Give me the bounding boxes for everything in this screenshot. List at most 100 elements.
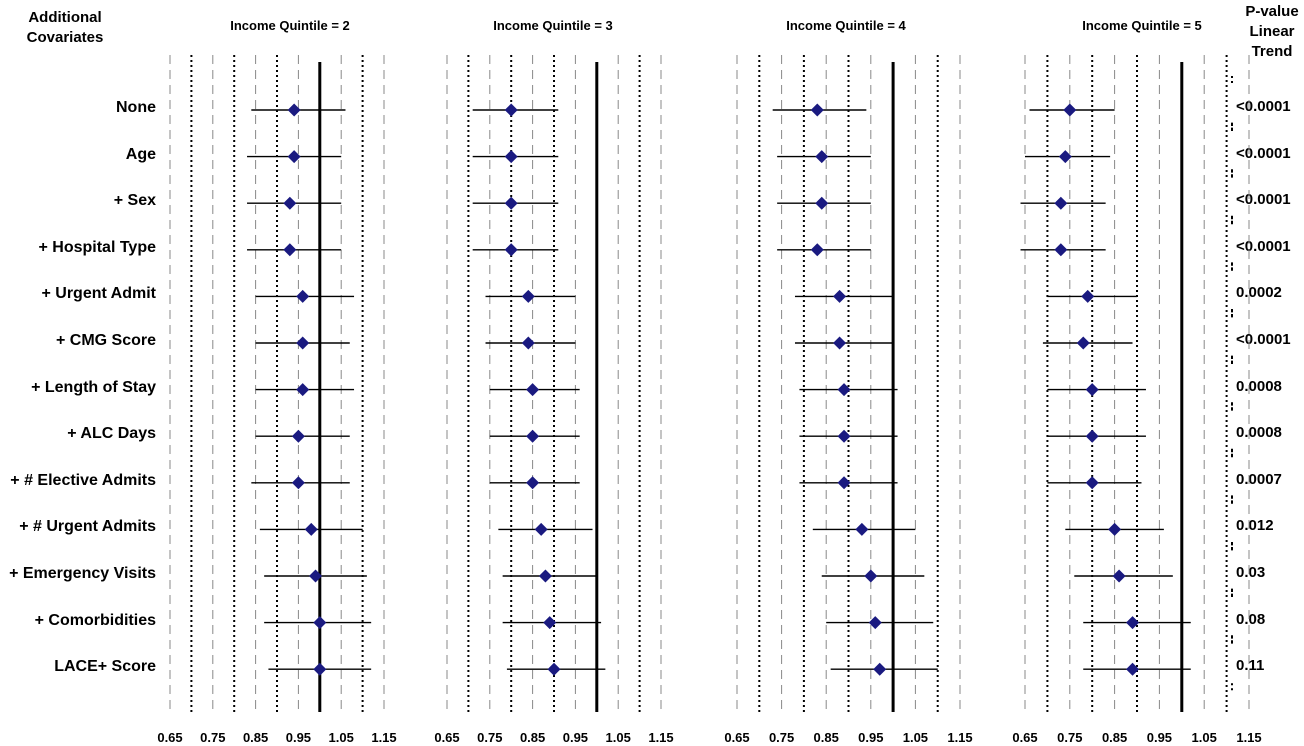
point-estimate-marker (313, 616, 327, 630)
x-tick-label: 0.85 (1102, 730, 1127, 745)
point-estimate-marker (504, 196, 518, 210)
point-estimate-marker (526, 383, 540, 397)
row-label: + ALC Days (67, 425, 156, 443)
row-label: + Comorbidities (34, 611, 156, 629)
point-estimate-marker (810, 103, 824, 117)
x-tick-label: 0.75 (477, 730, 502, 745)
point-estimate-marker (837, 476, 851, 490)
point-estimate-marker (504, 103, 518, 117)
x-tick-label: 1.15 (947, 730, 972, 745)
point-estimate-marker (1076, 336, 1090, 350)
point-estimate-marker (521, 289, 535, 303)
x-tick-label: 0.95 (563, 730, 588, 745)
pvalue-cell: <0.0001 (1236, 144, 1291, 162)
point-estimate-marker (296, 289, 310, 303)
row-label: None (116, 99, 156, 116)
row-label: + CMG Score (55, 332, 156, 349)
pvalue-header: P-value Linear Trend (1240, 2, 1304, 62)
row-label: Age (125, 145, 156, 163)
point-estimate-marker (1063, 103, 1077, 117)
row-label: + Emergency Visits (9, 565, 156, 582)
x-tick-label: 0.85 (814, 730, 839, 745)
pvalue-cell: <0.0001 (1236, 191, 1291, 209)
point-estimate-marker (1112, 569, 1126, 583)
x-tick-label: 1.05 (1192, 730, 1217, 745)
point-estimate-marker (538, 569, 552, 583)
point-estimate-marker (547, 662, 561, 676)
point-estimate-marker (296, 383, 310, 397)
row-label: + Sex (113, 192, 156, 210)
x-tick-label: 0.75 (200, 730, 225, 745)
point-estimate-marker (1085, 383, 1099, 397)
pvalue-cell: 0.0007 (1236, 470, 1282, 488)
x-tick-label: 0.65 (157, 730, 182, 745)
point-estimate-marker (1126, 662, 1140, 676)
point-estimate-marker (837, 429, 851, 443)
pvalue-cell: <0.0001 (1236, 98, 1291, 115)
x-tick-label: 0.95 (858, 730, 883, 745)
point-estimate-marker (309, 569, 323, 583)
panel-title: Income Quintile = 3 (493, 18, 613, 33)
point-estimate-marker (1054, 243, 1068, 257)
point-estimate-marker (287, 150, 301, 164)
point-estimate-marker (526, 476, 540, 490)
panel-title: Income Quintile = 2 (230, 18, 350, 33)
point-estimate-marker (504, 150, 518, 164)
point-estimate-marker (304, 522, 318, 536)
x-tick-label: 0.95 (286, 730, 311, 745)
point-estimate-marker (833, 289, 847, 303)
point-estimate-marker (837, 383, 851, 397)
point-estimate-marker (521, 336, 535, 350)
point-estimate-marker (504, 243, 518, 257)
x-tick-label: 0.95 (1147, 730, 1172, 745)
point-estimate-marker (291, 476, 305, 490)
point-estimate-marker (1126, 616, 1140, 630)
pvalue-cell: 0.03 (1236, 564, 1266, 581)
point-estimate-marker (810, 243, 824, 257)
row-label: + Urgent Admit (41, 285, 156, 303)
x-tick-label: 0.85 (243, 730, 268, 745)
x-tick-label: 1.15 (1236, 730, 1261, 745)
x-tick-label: 1.05 (903, 730, 928, 745)
x-tick-label: 1.05 (606, 730, 631, 745)
x-tick-label: 0.75 (769, 730, 794, 745)
x-tick-label: 1.05 (329, 730, 354, 745)
pvalue-cell: 0.012 (1236, 517, 1274, 535)
point-estimate-marker (534, 522, 548, 536)
pvalue-cell: 0.0008 (1236, 424, 1282, 442)
point-estimate-marker (864, 569, 878, 583)
pvalue-cell: <0.0001 (1236, 237, 1291, 255)
panel-title: Income Quintile = 5 (1082, 18, 1202, 33)
point-estimate-marker (815, 196, 829, 210)
point-estimate-marker (1054, 196, 1068, 210)
row-label: + Hospital Type (38, 238, 156, 256)
point-estimate-marker (543, 616, 557, 630)
row-label: + # Elective Admits (10, 471, 156, 489)
x-tick-label: 0.65 (724, 730, 749, 745)
point-estimate-marker (855, 522, 869, 536)
x-tick-label: 1.15 (371, 730, 396, 745)
point-estimate-marker (833, 336, 847, 350)
point-estimate-marker (1085, 476, 1099, 490)
pvalue-header-line-1: P-value (1245, 3, 1299, 20)
pvalue-cell: 0.0002 (1236, 284, 1282, 302)
pvalue-cell: 0.08 (1236, 610, 1266, 628)
covariates-header: Additional Covariates (10, 8, 120, 48)
point-estimate-marker (1108, 522, 1122, 536)
panel-title: Income Quintile = 4 (786, 18, 906, 33)
point-estimate-marker (868, 616, 882, 630)
covariates-header-line-2: Covariates (26, 29, 104, 46)
x-tick-label: 0.65 (434, 730, 459, 745)
covariates-header-line-1: Additional (28, 9, 102, 26)
point-estimate-marker (313, 662, 327, 676)
point-estimate-marker (291, 429, 305, 443)
point-estimate-marker (287, 103, 301, 117)
point-estimate-marker (1058, 150, 1072, 164)
x-tick-label: 0.65 (1012, 730, 1037, 745)
point-estimate-marker (296, 336, 310, 350)
pvalue-cell: 0.11 (1236, 657, 1265, 675)
point-estimate-marker (1085, 429, 1099, 443)
x-tick-label: 1.15 (648, 730, 673, 745)
